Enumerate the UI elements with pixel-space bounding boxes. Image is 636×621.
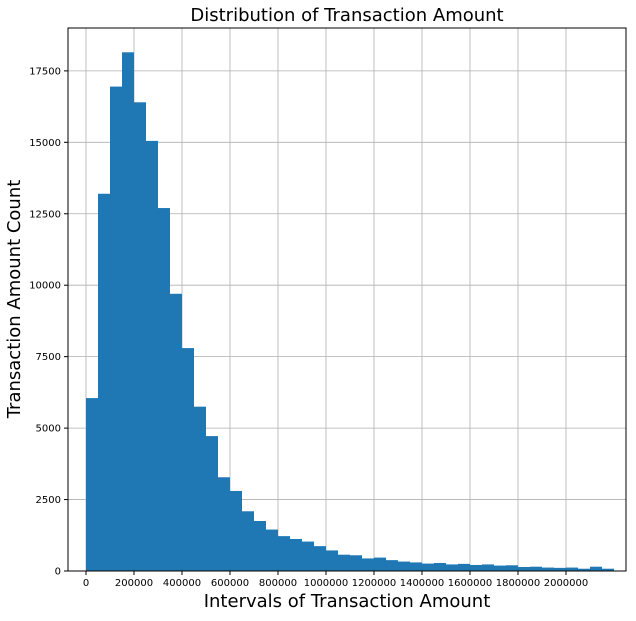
histogram-bar [158,208,170,571]
histogram-bar [350,555,362,571]
x-axis-label: Intervals of Transaction Amount [204,591,491,612]
y-tick-label: 10000 [29,281,61,292]
y-tick-label: 17500 [29,66,61,77]
histogram-bar [338,554,350,571]
y-tick-label: 12500 [29,209,61,220]
y-tick-label: 15000 [29,138,61,149]
histogram-bar [590,566,602,571]
x-tick-label: 600000 [211,578,249,589]
y-axis-label: Transaction Amount Count [4,180,25,420]
x-tick-label: 200000 [115,578,153,589]
histogram-bar [266,529,278,571]
histogram-bar [446,564,458,571]
y-tick-label: 0 [55,567,61,578]
histogram-bar [302,541,314,571]
ticks-layer: 0 200000 400000 600000 800000 1000000 1200000 1… [29,66,588,589]
histogram-bar [554,567,566,571]
histogram-bar [458,563,470,571]
histogram-bar [374,557,386,571]
histogram-bar [530,566,542,571]
histogram-bar [482,564,494,571]
histogram-bar [206,436,218,571]
x-tick-label: 1400000 [400,578,445,589]
chart-title: Distribution of Transaction Amount [190,5,503,26]
x-tick-label: 0 [83,578,89,589]
histogram-bar [134,102,146,571]
histogram-bar [86,398,98,571]
x-tick-label: 400000 [163,578,201,589]
histogram-bar [98,193,110,572]
histogram-bar [194,406,206,571]
histogram-bar [170,293,182,571]
plot-frame [67,27,627,572]
histogram-bar [218,477,230,571]
histogram-bar [602,568,614,571]
histogram-bar [122,52,134,571]
histogram-bar [518,566,530,571]
histogram-bar [410,562,422,571]
histogram-bar [386,560,398,571]
y-tick-label: 2500 [36,495,61,506]
histogram-bar [470,564,482,571]
x-tick-label: 800000 [259,578,297,589]
bars-layer [86,52,614,572]
y-tick-label: 5000 [36,424,61,435]
histogram-bar [398,561,410,571]
x-tick-label: 1000000 [304,578,349,589]
histogram-bar [506,565,518,571]
histogram-bar [182,348,194,571]
histogram-bar [278,536,290,571]
histogram-bar [146,140,158,571]
histogram-bar [254,520,266,571]
x-tick-label: 1200000 [352,578,397,589]
x-tick-label: 2000000 [544,578,589,589]
histogram-bar [230,490,242,571]
x-tick-label: 1600000 [448,578,493,589]
histogram-bar [566,567,578,571]
y-tick-label: 7500 [36,352,61,363]
histogram-bar [242,511,254,571]
histogram-bar [326,550,338,571]
histogram-bar [362,558,374,571]
histogram-bar [578,568,590,571]
histogram-bar [434,562,446,571]
histogram-bar [542,567,554,571]
histogram-bar [422,563,434,571]
histogram-bar [290,538,302,571]
histogram-bar [494,565,506,571]
x-tick-label: 1800000 [496,578,541,589]
histogram-bar [314,546,326,571]
histogram-bar [110,86,122,571]
